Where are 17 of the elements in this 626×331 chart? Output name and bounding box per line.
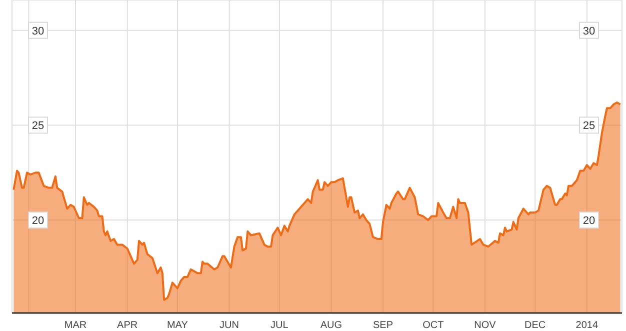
y-tick-label: 20	[32, 215, 44, 228]
y-tick-label: 25	[32, 120, 44, 132]
y-tick-label: 30	[32, 25, 44, 38]
x-tick-label: MAR	[64, 320, 87, 331]
x-tick-label: NOV	[474, 320, 496, 331]
y2-tick-label: 25	[582, 120, 596, 132]
x-tick-label: 2014	[576, 320, 598, 331]
x-tick-label: APR	[117, 320, 138, 331]
y2-tick-label: 20	[582, 215, 596, 228]
x-tick-label: JUL	[270, 320, 289, 331]
x-tick-label: SEP	[373, 320, 394, 331]
x-tick-label: JUN	[220, 320, 239, 331]
y2-tick-label: 30	[582, 25, 596, 38]
x-tick-label: AUG	[320, 320, 342, 331]
x-tick-label: MAY	[166, 320, 188, 331]
x-tick-label: DEC	[524, 320, 546, 331]
x-tick-label: OCT	[422, 320, 444, 331]
